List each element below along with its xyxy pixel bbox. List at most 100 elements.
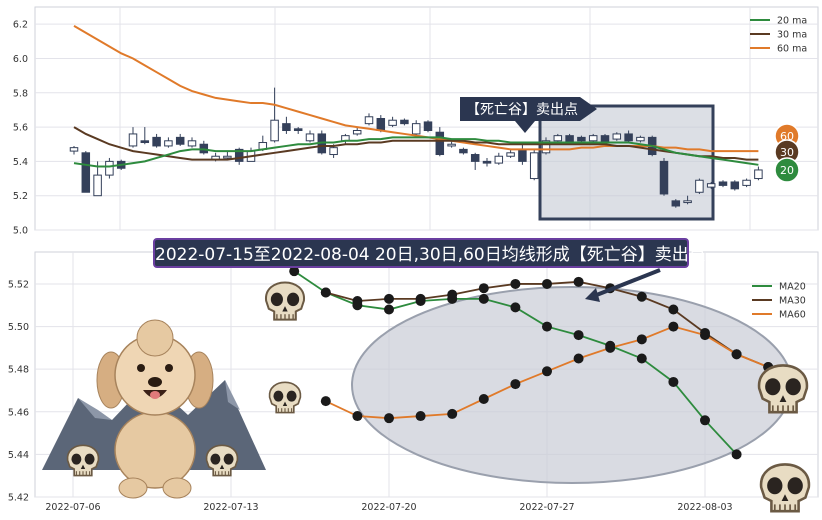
y-tick-label: 6.2 bbox=[13, 20, 28, 31]
ma-badge bbox=[774, 157, 800, 183]
skull-eye bbox=[270, 292, 283, 307]
candle-body bbox=[494, 155, 504, 164]
candle-body bbox=[447, 143, 456, 147]
candle-body bbox=[624, 133, 633, 142]
skull-eye bbox=[785, 378, 801, 396]
candle-body bbox=[175, 136, 185, 145]
ma30-point bbox=[320, 287, 331, 298]
death-valley-banner: 2022-07-15至2022-08-04 20日,30日,60日均线形成【死亡… bbox=[153, 238, 706, 268]
skull-eye bbox=[223, 453, 234, 465]
skull-eye bbox=[287, 292, 300, 307]
dog-topknot bbox=[136, 319, 174, 357]
ma20-point bbox=[289, 266, 300, 277]
skull-nose bbox=[781, 494, 789, 501]
ma30-point bbox=[510, 278, 521, 289]
candle-body bbox=[577, 136, 586, 142]
skull-eye bbox=[84, 453, 95, 465]
candle-body bbox=[742, 179, 751, 186]
legend-label: 20 ma bbox=[777, 16, 807, 27]
dog-body bbox=[114, 411, 196, 489]
candle-body bbox=[612, 133, 622, 140]
ma60-line bbox=[73, 25, 759, 153]
candle-body bbox=[69, 147, 79, 152]
skull-eye bbox=[286, 390, 297, 402]
mountain-highlight bbox=[78, 380, 240, 420]
ma60-point bbox=[415, 411, 426, 422]
candle-body bbox=[529, 152, 539, 180]
skull-head bbox=[265, 281, 305, 321]
candle-body bbox=[329, 147, 338, 156]
candle-body bbox=[152, 136, 161, 147]
ma20-point bbox=[668, 376, 679, 387]
candle-body bbox=[128, 133, 138, 147]
candle-body bbox=[400, 119, 409, 125]
skull-icon bbox=[757, 364, 809, 414]
ma20-point bbox=[573, 330, 584, 341]
candle-body bbox=[695, 179, 704, 193]
ma30-point bbox=[478, 283, 489, 294]
ma20-point bbox=[700, 415, 710, 426]
y-tick-label: 5.0 bbox=[13, 226, 28, 237]
ma30-point bbox=[636, 291, 647, 302]
legend-label: 60 ma bbox=[777, 44, 807, 55]
candle-body bbox=[659, 160, 669, 195]
candle-body bbox=[671, 200, 681, 207]
candle-body bbox=[105, 160, 114, 176]
candle-body bbox=[754, 169, 763, 180]
skull-head bbox=[66, 444, 100, 477]
candle-body bbox=[541, 140, 551, 154]
callout-text: 【死亡谷】卖出点 bbox=[466, 102, 578, 118]
candle-body bbox=[223, 155, 232, 159]
ma-zoom-chart: 5.42 5.44 5.46 5.48 5.50 5.52 2022-07-06 2022-0… bbox=[8, 251, 819, 513]
skull-icon bbox=[66, 444, 100, 477]
x-tick-label: 2022-07-13 bbox=[203, 502, 258, 513]
x-tick-label: 2022-07-27 bbox=[519, 502, 574, 513]
ma20-point bbox=[636, 353, 647, 364]
ma20-line bbox=[73, 136, 759, 168]
skull-head bbox=[268, 381, 302, 414]
y-tick-label: 6.0 bbox=[13, 54, 28, 65]
candle-body bbox=[518, 148, 527, 162]
candle-body bbox=[93, 174, 102, 197]
death-valley-callout bbox=[460, 97, 597, 133]
candle-body bbox=[376, 118, 386, 132]
skull-nose bbox=[282, 401, 288, 406]
y-tick-label: 5.42 bbox=[8, 493, 29, 504]
callout-arrow-head bbox=[585, 288, 600, 302]
ma20-point bbox=[510, 302, 521, 313]
ma60-point bbox=[668, 321, 679, 332]
candle-body bbox=[282, 123, 291, 132]
candle-body bbox=[588, 135, 598, 142]
y-tick-label: 5.2 bbox=[13, 191, 28, 202]
dog-eye bbox=[165, 364, 173, 372]
candle-body bbox=[81, 152, 91, 193]
ma30-point bbox=[352, 296, 363, 306]
callout-arrow-shaft bbox=[593, 268, 661, 298]
y-tick-label: 5.6 bbox=[13, 123, 28, 134]
x-tick-label: 2022-07-06 bbox=[45, 502, 100, 513]
candle-body bbox=[187, 140, 197, 147]
dog-eye bbox=[137, 364, 145, 372]
ma60-point bbox=[700, 330, 710, 341]
ma60-point bbox=[605, 342, 616, 353]
skull-nose bbox=[282, 306, 288, 312]
skull-nose bbox=[779, 395, 787, 402]
skull-head bbox=[205, 444, 239, 477]
y-tick-label: 5.48 bbox=[8, 365, 29, 376]
ma30-point bbox=[668, 304, 679, 315]
ma30-point bbox=[573, 276, 584, 287]
skull-icon bbox=[268, 381, 302, 414]
ma30-point bbox=[415, 293, 426, 304]
skull-head bbox=[759, 463, 811, 513]
legend-label: MA20 bbox=[779, 282, 806, 293]
candle-body bbox=[352, 130, 362, 135]
skull-eye bbox=[210, 453, 221, 465]
candle-body bbox=[730, 181, 740, 190]
skull-eye bbox=[767, 477, 783, 495]
candle-body bbox=[140, 140, 150, 144]
ma20-point bbox=[478, 293, 489, 304]
skull-icon bbox=[265, 281, 305, 321]
candle-body bbox=[482, 160, 492, 164]
death-valley-ellipse bbox=[351, 286, 793, 484]
candle-body bbox=[234, 148, 244, 162]
